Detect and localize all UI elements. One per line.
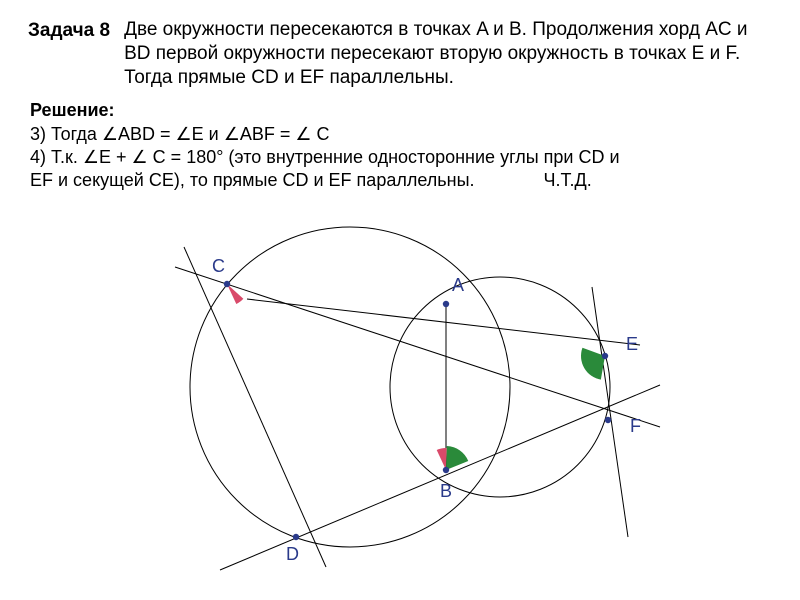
solution-line-3: 3) Тогда ∠ABD = ∠E и ∠ABF = ∠ C — [30, 123, 772, 146]
geometry-diagram: C A E D B F — [120, 197, 680, 577]
qed: Ч.Т.Д. — [544, 169, 592, 192]
svg-text:C: C — [212, 256, 225, 276]
solution-title: Решение: — [30, 99, 772, 122]
solution-line-4b: EF и секущей CE), то прямые CD и EF пара… — [30, 169, 772, 192]
svg-text:F: F — [630, 416, 641, 436]
problem-text: Две окружности пересекаются в точках A и… — [124, 18, 772, 89]
solution-block: Решение: 3) Тогда ∠ABD = ∠E и ∠ABF = ∠ C… — [30, 99, 772, 193]
svg-text:D: D — [286, 544, 299, 564]
svg-text:B: B — [440, 481, 452, 501]
solution-line-4a: 4) Т.к. ∠E + ∠ C = 180° (это внутренние … — [30, 146, 772, 169]
svg-text:A: A — [452, 275, 464, 295]
svg-text:E: E — [626, 334, 638, 354]
task-label: Задача 8 — [28, 18, 110, 42]
